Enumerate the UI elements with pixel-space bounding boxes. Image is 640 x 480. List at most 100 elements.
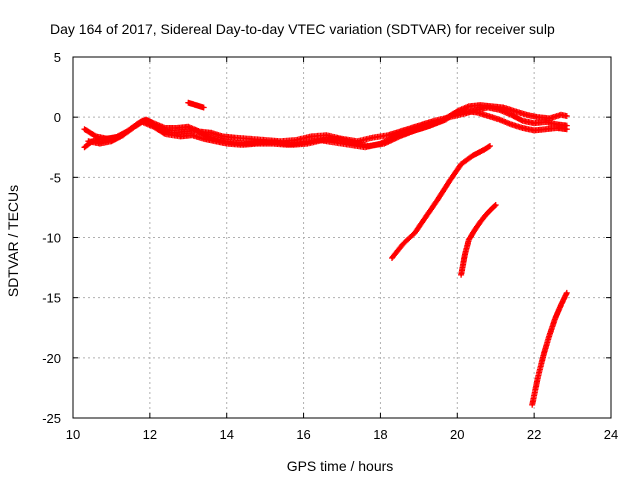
data-point [471, 154, 474, 157]
data-point [394, 135, 397, 138]
data-point [190, 134, 194, 137]
data-point [202, 106, 205, 109]
data-point [233, 136, 236, 139]
x-tick-label: 10 [66, 427, 80, 442]
data-point [463, 253, 467, 256]
x-tick-label: 24 [604, 427, 618, 442]
data-point [513, 109, 517, 113]
data-point [175, 126, 178, 130]
data-point [467, 238, 471, 242]
data-point [390, 256, 394, 260]
data-point [240, 143, 244, 147]
data-point [402, 242, 405, 245]
data-series [81, 99, 570, 408]
data-point [194, 103, 198, 107]
x-tick-label: 20 [450, 427, 464, 442]
axis-ticks: 10 12 14 16 18 20 22 24 5 0 -5 -10 -15 -20 -25 [42, 50, 618, 442]
data-point [333, 141, 336, 144]
data-point [565, 124, 569, 127]
data-point [256, 142, 259, 145]
x-axis-label: GPS time / hours [287, 458, 394, 474]
data-point [459, 273, 463, 277]
x-tick-label: 16 [296, 427, 310, 442]
x-tick-label: 18 [373, 427, 387, 442]
data-point [210, 131, 213, 135]
plot-frame [72, 56, 612, 419]
data-point [83, 146, 86, 149]
data-point [221, 135, 225, 138]
data-point [490, 207, 494, 210]
x-tick-label: 14 [219, 427, 233, 442]
data-point [363, 146, 367, 149]
data-point [98, 142, 102, 145]
data-point [409, 130, 413, 133]
data-point [484, 213, 488, 216]
data-point [83, 128, 86, 131]
data-point [532, 129, 536, 132]
x-tick-label: 12 [143, 427, 157, 442]
data-point [248, 137, 251, 141]
data-point [544, 128, 547, 131]
data-point [317, 138, 321, 142]
series-descent-b [458, 202, 499, 278]
y-tick-label: -10 [42, 231, 61, 246]
data-point [187, 125, 190, 128]
data-point [310, 135, 313, 138]
data-point [486, 114, 490, 118]
data-point [94, 135, 98, 138]
data-point [187, 101, 190, 104]
data-point [488, 144, 492, 148]
data-point [565, 114, 569, 118]
data-point [542, 353, 545, 356]
data-point [544, 120, 547, 124]
y-tick-label: 5 [54, 50, 61, 65]
series-markers [458, 202, 499, 278]
data-point [225, 142, 228, 145]
data-point [559, 303, 563, 307]
x-tick-label: 22 [527, 427, 541, 442]
data-point [532, 121, 536, 125]
data-point [498, 118, 501, 121]
data-point [440, 119, 444, 122]
data-point [554, 316, 557, 320]
data-point [183, 130, 186, 133]
data-point [548, 333, 551, 337]
data-point [425, 125, 428, 128]
data-point [413, 231, 417, 234]
series-descent-a [389, 143, 493, 261]
data-point [531, 403, 534, 406]
data-point [190, 102, 194, 106]
y-axis-label: SDTVAR / TECUs [5, 185, 21, 297]
series-markers [529, 289, 570, 408]
data-point [371, 136, 374, 139]
data-point [213, 140, 217, 143]
data-point [509, 123, 513, 126]
data-point [425, 214, 428, 218]
data-point [198, 105, 202, 108]
data-point [521, 119, 524, 122]
data-point [556, 126, 559, 130]
series-markers [85, 108, 570, 151]
chart-title: Day 164 of 2017, Sidereal Day-to-day VTE… [50, 21, 555, 37]
data-point [509, 113, 513, 116]
data-point [459, 162, 463, 166]
data-point [325, 134, 328, 137]
data-point [494, 203, 497, 207]
data-point [502, 106, 505, 109]
data-point [565, 291, 569, 295]
data-point [467, 105, 471, 108]
data-point [140, 120, 144, 124]
data-point [287, 143, 290, 147]
data-point [479, 220, 482, 224]
data-point [482, 148, 486, 151]
data-point [87, 140, 90, 143]
series-descent-c [529, 289, 570, 408]
data-point [179, 135, 182, 138]
data-point [536, 115, 540, 119]
data-point [194, 129, 198, 132]
data-point [521, 126, 524, 130]
y-tick-label: 0 [54, 110, 61, 125]
series-short-segment [185, 99, 207, 111]
data-point [348, 143, 351, 147]
